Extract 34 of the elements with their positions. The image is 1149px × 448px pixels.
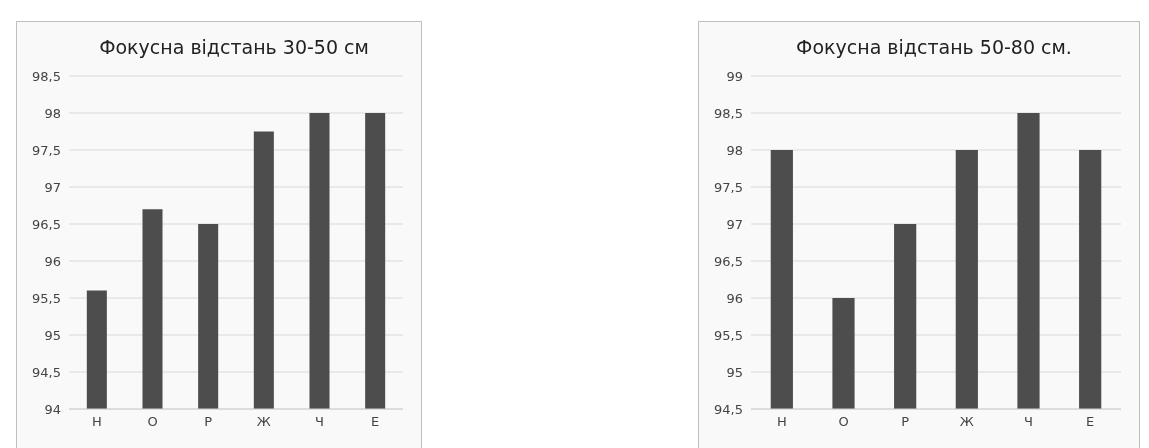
y-tick-label: 95 <box>726 364 743 380</box>
y-tick-label: 96 <box>44 253 61 269</box>
y-tick-label: 98,5 <box>714 105 743 121</box>
x-tick-label: Ч <box>315 414 324 430</box>
y-tick-label: 96 <box>726 290 743 306</box>
y-tick-label: 94,5 <box>714 401 743 417</box>
y-tick-label: 97,5 <box>714 179 743 195</box>
y-tick-label: 99 <box>726 68 743 84</box>
y-tick-label: 96,5 <box>714 253 743 269</box>
x-tick-label: Ч <box>1024 414 1033 430</box>
y-tick-label: 98 <box>726 142 743 158</box>
x-tick-label: Ж <box>959 414 974 430</box>
y-tick-label: 97,5 <box>32 142 61 158</box>
y-tick-label: 97 <box>44 179 61 195</box>
x-tick-label: Р <box>204 414 213 430</box>
x-tick-label: Р <box>901 414 910 430</box>
x-tick-label: О <box>838 414 849 430</box>
y-tick-label: 95,5 <box>714 327 743 343</box>
chart-title: Фокусна відстань 30-50 см <box>98 36 370 60</box>
y-tick-label: 97 <box>726 216 743 232</box>
x-tick-label: О <box>147 414 158 430</box>
y-tick-label: 96,5 <box>32 216 61 232</box>
y-tick-label: 94,5 <box>32 364 61 380</box>
x-tick-label: Е <box>371 414 380 430</box>
y-tick-label: 94 <box>44 401 61 417</box>
y-tick-label: 95,5 <box>32 290 61 306</box>
x-tick-label: Е <box>1086 414 1095 430</box>
x-tick-label: Н <box>776 414 787 430</box>
x-tick-label: Ж <box>256 414 271 430</box>
y-tick-label: 95 <box>44 327 61 343</box>
y-tick-label: 98 <box>44 105 61 121</box>
y-tick-label: 98,5 <box>32 68 61 84</box>
x-tick-label: Н <box>91 414 102 430</box>
chart-title: Фокусна відстань 50-80 см. <box>795 36 1073 60</box>
